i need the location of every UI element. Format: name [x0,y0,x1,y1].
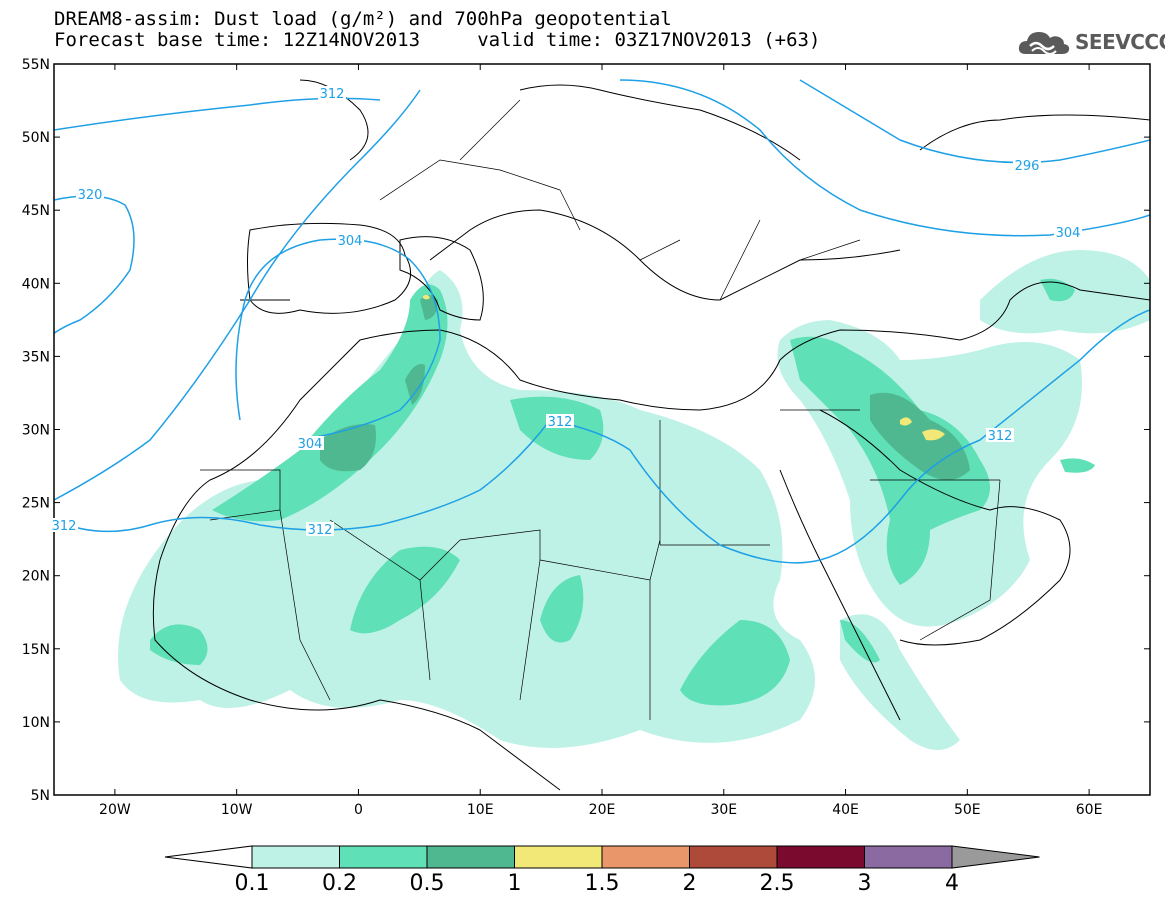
lon-tick-label: 40E [832,802,859,818]
colorbar-right-arrow [951,845,1040,869]
map-title-line1: DREAM8-assim: Dust load (g/m²) and 700hP… [54,8,672,30]
colorbar-segment [514,845,603,869]
colorbar-segment [864,845,953,869]
map-title-line2: Forecast base time: 12Z14NOV2013 valid t… [54,29,821,51]
lat-tick-label: 35N [22,349,50,365]
contour-label-bg [50,518,78,532]
contour-label-312-libya: 312 [548,415,573,430]
colorbar-segment [601,845,690,869]
colorbar-label: 1.5 [585,871,620,896]
lon-tick-label: 60E [1076,802,1103,818]
colorbar-segment [339,845,428,869]
cloud-logo-icon [1018,32,1070,55]
contour-label-bg [336,233,364,247]
contour-label-bg [318,86,346,100]
colorbar-label: 1 [508,871,522,896]
lat-tick-label: 30N [22,423,50,439]
contour-label-312-north: 312 [320,87,345,102]
lon-tick-label: 0 [354,802,363,818]
contour-label-312-gulf: 312 [988,429,1013,444]
lat-tick-label: 55N [22,57,50,73]
dust-shading-1 [423,294,945,441]
colorbar-label: 3 [858,871,872,896]
contour-label-bg [296,436,324,450]
lat-tick-label: 10N [22,715,50,731]
contour-label-bg [1013,158,1041,172]
lat-tick-label: 20N [22,569,50,585]
lat-tick-label: 5N [31,788,50,804]
colorbar: 0.1 0.2 0.5 1 1.5 2 2.5 3 4 [164,845,1040,896]
lat-tick-label: 40N [22,276,50,292]
latitude-axis: 55N 50N 45N 40N 35N 30N 25N 20N 15N 10N 5N [22,57,1150,804]
contour-label-320-west: 320 [78,188,103,203]
colorbar-label: 0.1 [235,871,270,896]
lat-tick-label: 25N [22,496,50,512]
contour-label-312-sahara: 312 [308,523,333,538]
longitude-axis: 20W 10W 0 10E 20E 30E 40E 50E 60E [99,64,1102,818]
lon-tick-label: 30E [710,802,737,818]
lat-tick-label: 15N [22,642,50,658]
colorbar-left-arrow [164,845,253,869]
political-borders [200,99,1001,720]
lon-tick-label: 10W [221,802,253,818]
contour-label-312-westafrica: 312 [52,519,77,534]
lon-tick-label: 50E [954,802,981,818]
logo-text: SEEVCCC [1075,30,1165,54]
colorbar-label: 0.5 [410,871,445,896]
contour-label-bg [76,187,104,201]
map-area [54,79,1150,791]
colorbar-segment [689,845,778,869]
lon-tick-label: 10E [467,802,494,818]
contour-label-bg [546,414,574,428]
seevccc-logo: SEEVCCC [1016,24,1165,60]
contour-label-304-caspian: 304 [1056,226,1081,241]
colorbar-segment [426,845,515,869]
contour-label-bg [986,428,1014,442]
contour-label-bg [306,522,334,536]
contour-label-304-morocco: 304 [298,437,323,452]
colorbar-label: 2 [683,871,697,896]
colorbar-segment [251,845,340,869]
contour-labels: 312 320 304 304 312 312 312 312 296 304 [50,86,1082,538]
coastlines [152,79,1150,791]
lat-tick-label: 45N [22,203,50,219]
lon-tick-label: 20W [99,802,131,818]
contour-label-bg [1054,225,1082,239]
colorbar-label: 0.2 [322,871,357,896]
lat-tick-label: 50N [22,130,50,146]
colorbar-label: 2.5 [760,871,795,896]
lon-tick-label: 20E [589,802,616,818]
colorbar-segment [776,845,865,869]
contour-label-296-russia: 296 [1015,159,1040,174]
colorbar-label: 4 [945,871,959,896]
contour-label-304-iberia: 304 [338,234,363,249]
